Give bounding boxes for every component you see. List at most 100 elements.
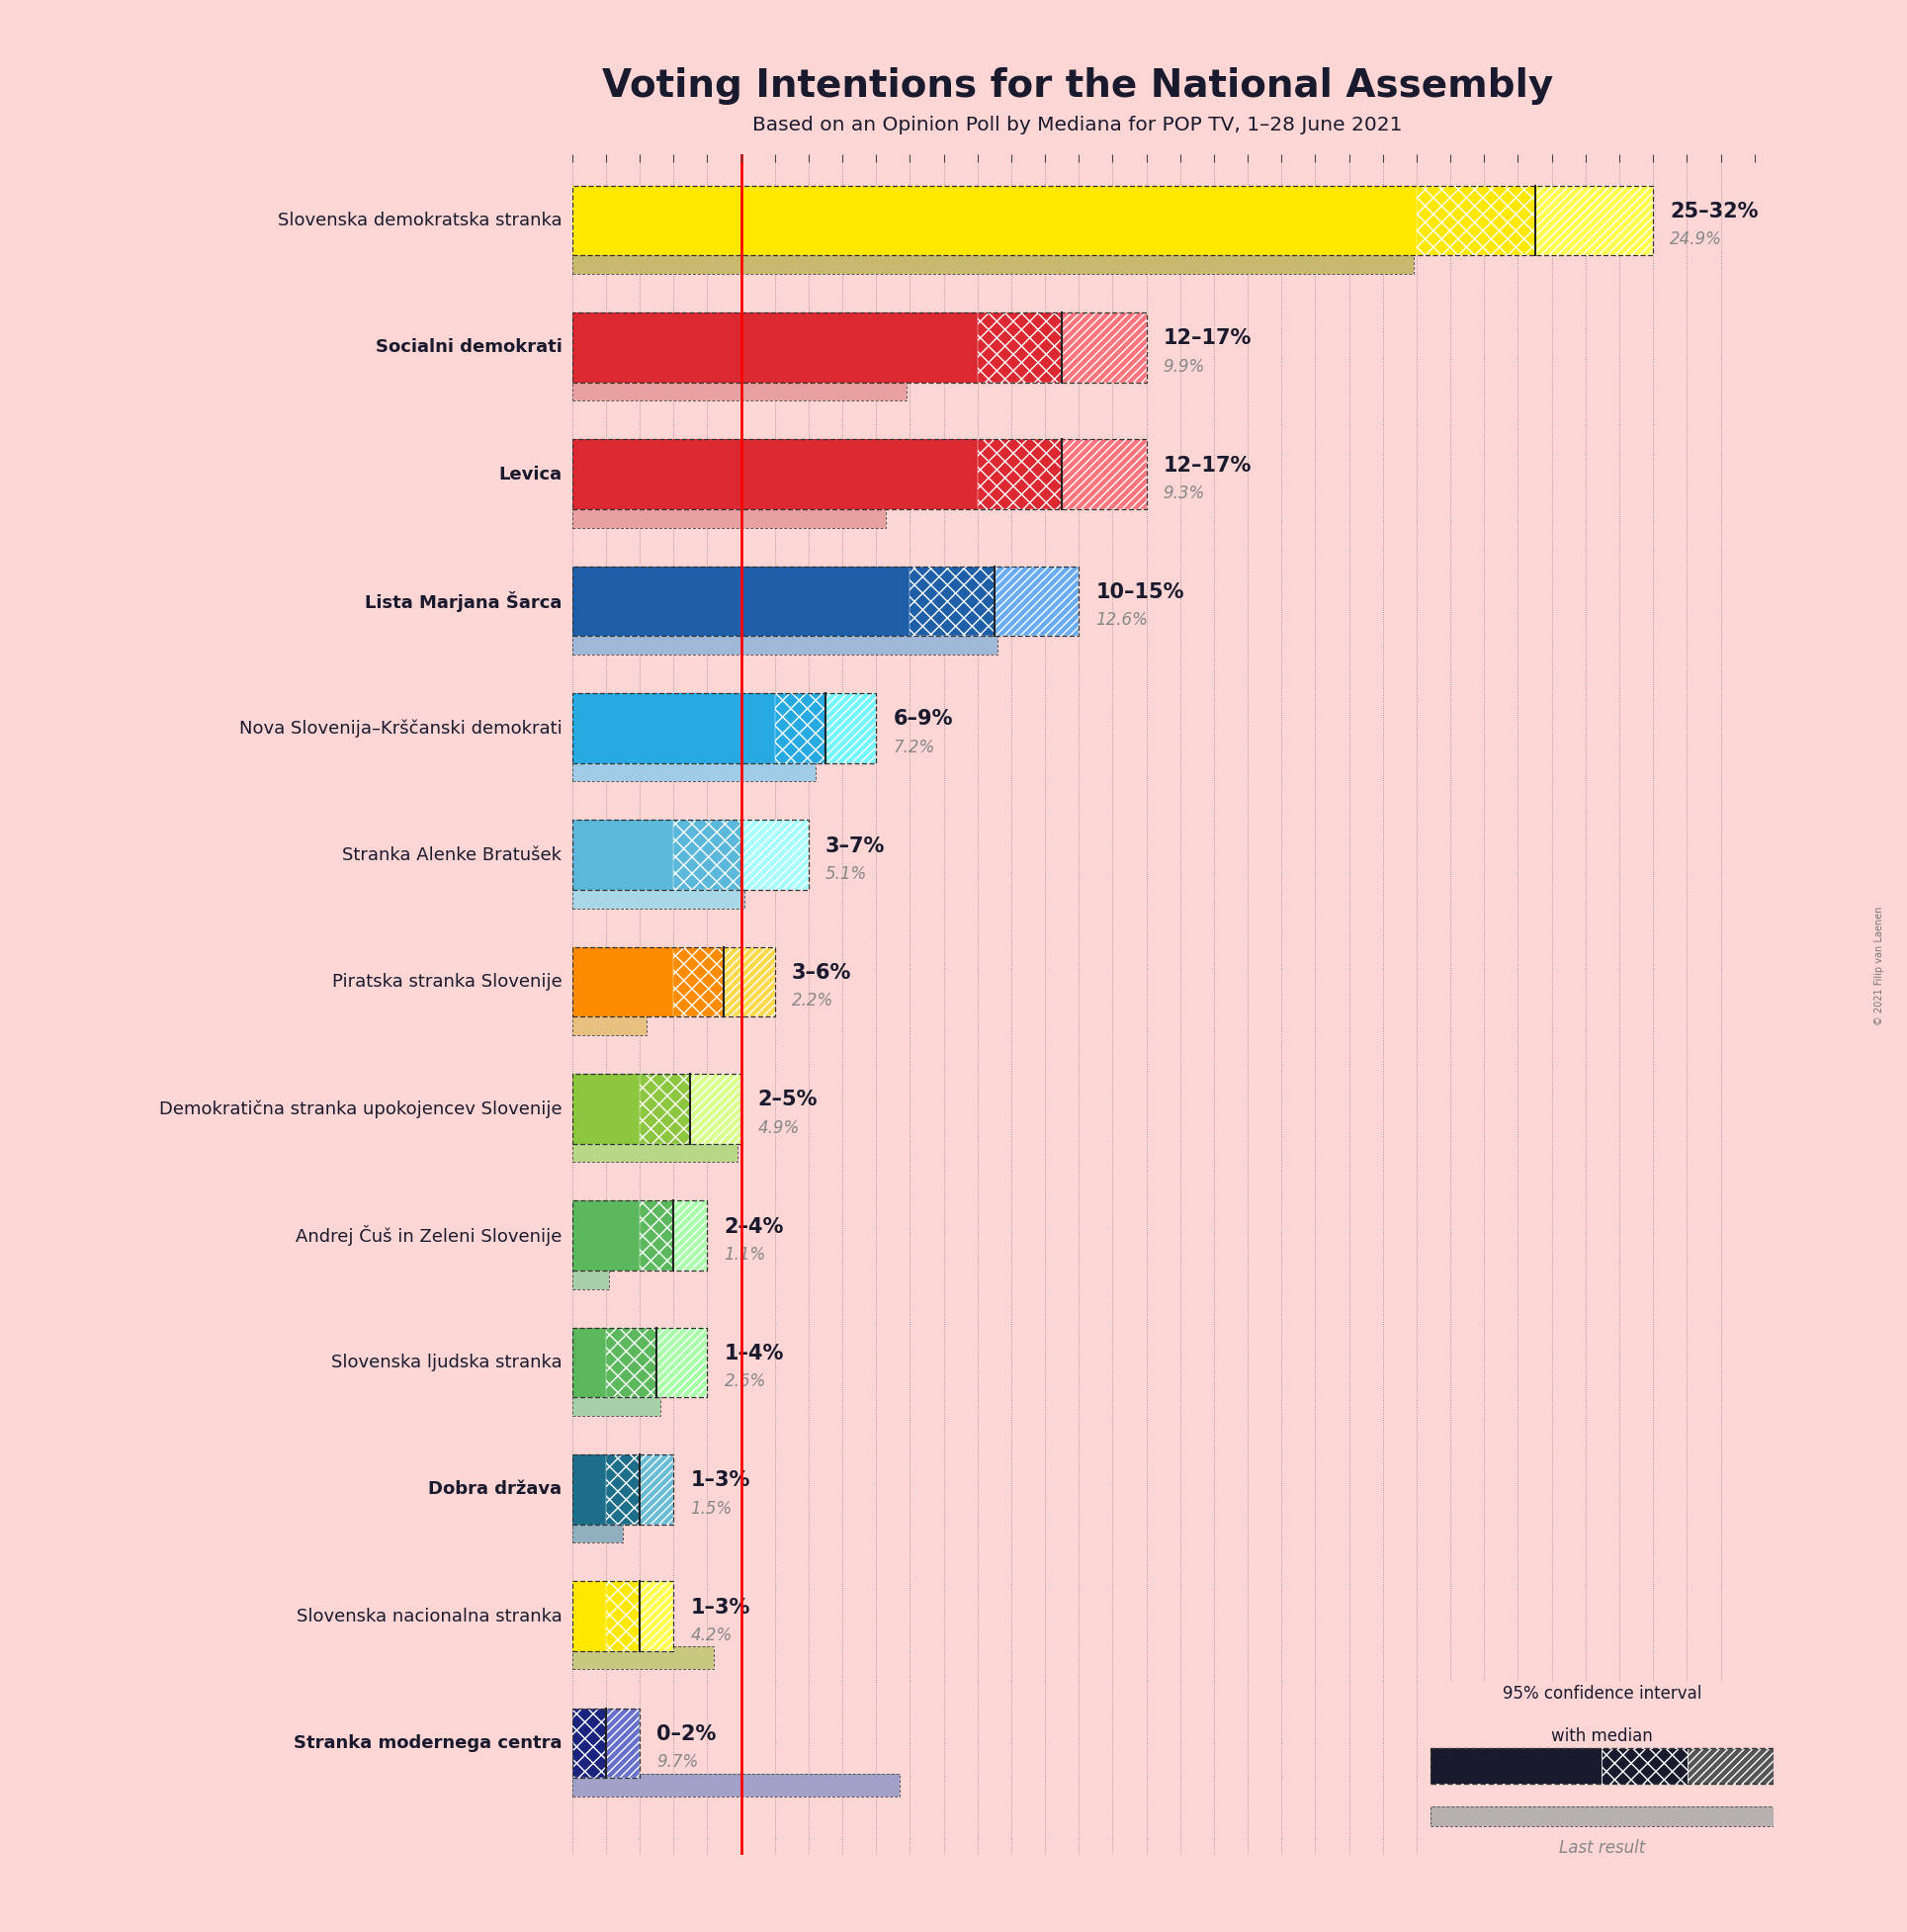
Bar bbox=[1430, 1748, 1602, 1783]
Text: 1–3%: 1–3% bbox=[690, 1598, 749, 1617]
Bar bbox=[725, 947, 774, 1016]
Text: Dobra država: Dobra država bbox=[429, 1480, 563, 1497]
Bar bbox=[572, 1140, 738, 1161]
Bar bbox=[742, 819, 809, 891]
Bar bbox=[572, 1520, 624, 1542]
Bar bbox=[690, 1074, 742, 1144]
Text: 1–3%: 1–3% bbox=[690, 1470, 749, 1490]
Bar bbox=[639, 1074, 690, 1144]
Text: Slovenska nacionalna stranka: Slovenska nacionalna stranka bbox=[296, 1607, 563, 1625]
Text: 1.1%: 1.1% bbox=[725, 1246, 767, 1264]
Bar bbox=[572, 251, 1413, 274]
Bar bbox=[1430, 1806, 1774, 1826]
Bar bbox=[572, 504, 887, 527]
Bar bbox=[639, 1580, 673, 1652]
Text: with median: with median bbox=[1550, 1727, 1653, 1745]
Bar bbox=[572, 1327, 707, 1397]
Text: 3–6%: 3–6% bbox=[791, 962, 851, 983]
Bar bbox=[572, 185, 1653, 255]
Bar bbox=[572, 819, 673, 891]
Text: 12.6%: 12.6% bbox=[1097, 611, 1148, 630]
Text: 95% confidence interval: 95% confidence interval bbox=[1503, 1685, 1701, 1702]
Text: Slovenska demokratska stranka: Slovenska demokratska stranka bbox=[278, 213, 563, 230]
Bar bbox=[572, 947, 774, 1016]
Bar bbox=[1430, 1748, 1774, 1783]
Bar bbox=[572, 439, 978, 510]
Bar bbox=[572, 1200, 639, 1271]
Bar bbox=[639, 1455, 673, 1524]
Text: 24.9%: 24.9% bbox=[1671, 230, 1722, 249]
Text: Based on an Opinion Poll by Mediana for POP TV, 1–28 June 2021: Based on an Opinion Poll by Mediana for … bbox=[753, 116, 1402, 135]
Bar bbox=[572, 1012, 646, 1036]
Bar bbox=[978, 439, 1062, 510]
Text: 9.7%: 9.7% bbox=[656, 1752, 698, 1772]
Bar bbox=[572, 1012, 646, 1036]
Bar bbox=[572, 1265, 608, 1289]
Bar bbox=[572, 1140, 738, 1161]
Text: 25–32%: 25–32% bbox=[1671, 201, 1758, 222]
Bar bbox=[1062, 439, 1146, 510]
Text: 1.5%: 1.5% bbox=[690, 1499, 732, 1517]
Bar bbox=[572, 379, 906, 400]
Text: 10–15%: 10–15% bbox=[1097, 582, 1184, 603]
Bar bbox=[1688, 1748, 1774, 1783]
Bar bbox=[572, 819, 809, 891]
Text: Nova Slovenija–Krščanski demokrati: Nova Slovenija–Krščanski demokrati bbox=[238, 719, 563, 738]
Bar bbox=[572, 885, 744, 908]
Text: 0–2%: 0–2% bbox=[656, 1723, 717, 1745]
Text: Slovenska ljudska stranka: Slovenska ljudska stranka bbox=[332, 1354, 563, 1372]
Bar bbox=[572, 1774, 900, 1797]
Bar bbox=[572, 759, 816, 781]
Bar bbox=[572, 632, 997, 655]
Bar bbox=[572, 759, 816, 781]
Bar bbox=[572, 1327, 606, 1397]
Bar bbox=[606, 1455, 639, 1524]
Bar bbox=[826, 694, 875, 763]
Text: 4.9%: 4.9% bbox=[757, 1119, 799, 1136]
Bar bbox=[572, 947, 673, 1016]
Text: 6–9%: 6–9% bbox=[892, 709, 954, 728]
Bar bbox=[1062, 313, 1146, 383]
Bar bbox=[978, 313, 1062, 383]
Text: Lista Marjana Šarca: Lista Marjana Šarca bbox=[364, 591, 563, 612]
Text: 2.2%: 2.2% bbox=[791, 991, 833, 1010]
Bar bbox=[572, 632, 997, 655]
Bar bbox=[572, 1708, 606, 1777]
Bar bbox=[572, 1646, 713, 1669]
Text: 5.1%: 5.1% bbox=[826, 866, 868, 883]
Bar bbox=[572, 566, 1079, 636]
Text: 9.3%: 9.3% bbox=[1163, 485, 1205, 502]
Bar bbox=[910, 566, 994, 636]
Bar bbox=[774, 694, 826, 763]
Bar bbox=[572, 379, 906, 400]
Bar bbox=[673, 1200, 707, 1271]
Text: © 2021 Filip van Laenen: © 2021 Filip van Laenen bbox=[1875, 906, 1884, 1026]
Text: 9.9%: 9.9% bbox=[1163, 357, 1205, 375]
Bar bbox=[572, 1200, 707, 1271]
Bar bbox=[606, 1708, 639, 1777]
Bar bbox=[572, 1708, 639, 1777]
Text: Stranka modernega centra: Stranka modernega centra bbox=[294, 1735, 563, 1752]
Bar bbox=[639, 1200, 673, 1271]
Bar bbox=[572, 251, 1413, 274]
Bar bbox=[572, 1393, 660, 1416]
Text: 7.2%: 7.2% bbox=[892, 738, 934, 755]
Text: Andrej Čuš in Zeleni Slovenije: Andrej Čuš in Zeleni Slovenije bbox=[296, 1225, 563, 1246]
Text: Levica: Levica bbox=[498, 466, 563, 483]
Text: 12–17%: 12–17% bbox=[1163, 328, 1251, 348]
Text: 2.6%: 2.6% bbox=[725, 1372, 767, 1391]
Bar bbox=[673, 947, 725, 1016]
Bar bbox=[572, 313, 978, 383]
Bar bbox=[572, 694, 774, 763]
Bar bbox=[572, 885, 744, 908]
Bar bbox=[572, 1580, 673, 1652]
Text: 4.2%: 4.2% bbox=[690, 1627, 732, 1644]
Text: Socialni demokrati: Socialni demokrati bbox=[376, 338, 563, 355]
Bar bbox=[994, 566, 1079, 636]
Bar bbox=[572, 439, 1146, 510]
Text: 2–5%: 2–5% bbox=[757, 1090, 818, 1109]
Bar bbox=[1535, 185, 1653, 255]
Text: 3–7%: 3–7% bbox=[826, 837, 885, 856]
Bar bbox=[572, 1455, 673, 1524]
Text: Voting Intentions for the National Assembly: Voting Intentions for the National Assem… bbox=[603, 68, 1552, 104]
